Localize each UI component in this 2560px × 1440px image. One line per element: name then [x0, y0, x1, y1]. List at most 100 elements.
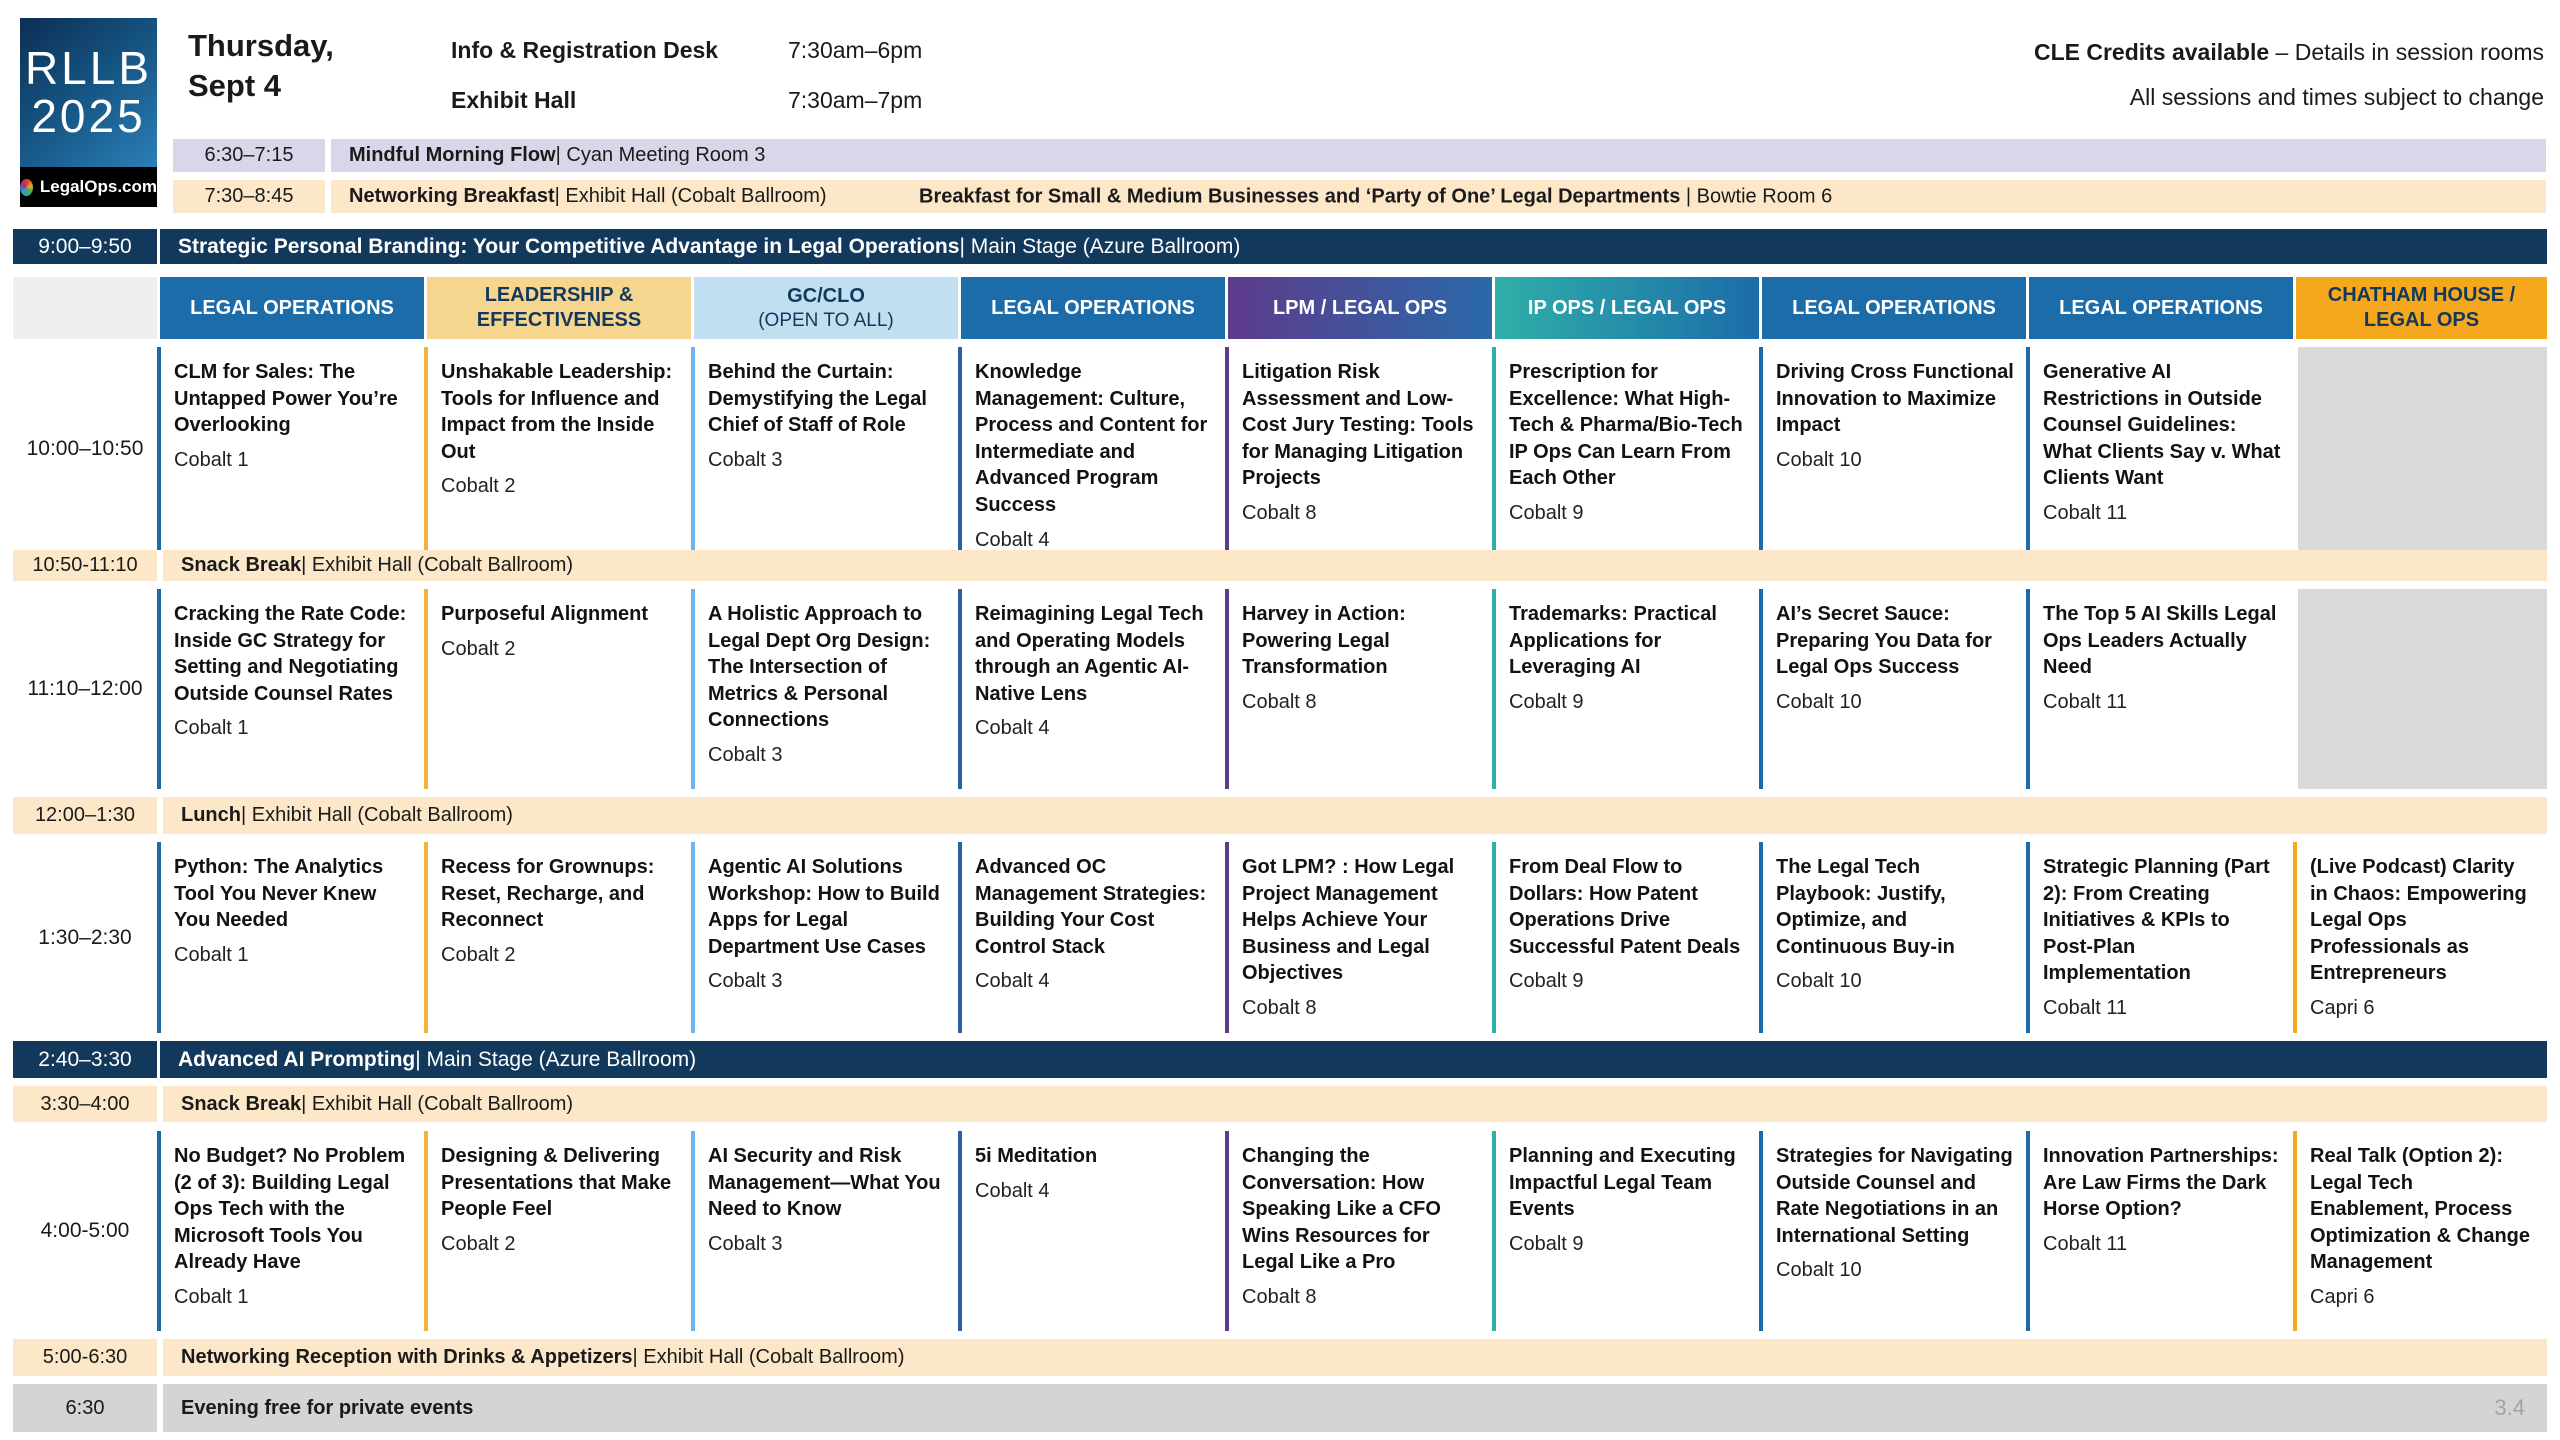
time-label: 3:30–4:00 [40, 1092, 130, 1115]
session-room: Cobalt 10 [1776, 970, 1862, 993]
track-label: LEGAL OPERATIONS [190, 296, 394, 319]
session-cell: Real Talk (Option 2): Legal Tech Enablem… [2293, 1131, 2547, 1331]
snack-break-am-row: 10:50-11:10 Snack Break | Exhibit Hall (… [13, 550, 2547, 581]
session-title: AI’s Secret Sauce: Preparing You Data fo… [1776, 603, 1992, 679]
session-room: Cobalt 9 [1509, 690, 1584, 713]
exhibit-hall-label: Exhibit Hall [451, 87, 577, 113]
session-cell: Purposeful Alignment Cobalt 2 [424, 589, 691, 789]
session-title: Advanced OC Management Strategies: Build… [975, 856, 1207, 958]
morning-flow-row: 6:30–7:15 Mindful Morning Flow | Cyan Me… [173, 139, 2546, 172]
keynote-am-label: Strategic Personal Branding: Your Compet… [157, 229, 2547, 264]
break-detail: | Exhibit Hall (Cobalt Ballroom) [301, 554, 574, 576]
session-cell: AI Security and Risk Management—What You… [691, 1131, 958, 1331]
reception-row: 5:00-6:30 Networking Reception with Drin… [13, 1339, 2547, 1376]
session-room: Cobalt 8 [1242, 501, 1317, 524]
time-label: 11:10–12:00 [13, 589, 157, 789]
track-header-gc-clo: GC/CLO (OPEN TO ALL) [691, 277, 958, 339]
session-room: Cobalt 3 [708, 1232, 783, 1255]
evening-label: Evening free for private events 3.4 [157, 1384, 2547, 1432]
snack-break-label: Snack Break | Exhibit Hall (Cobalt Ballr… [157, 550, 2547, 581]
conference-logo: RLLB 2025 LegalOps.com [20, 18, 157, 207]
track-header-lpm-legal-ops: LPM / LEGAL OPS [1225, 277, 1492, 339]
session-cell: Got LPM? : How Legal Project Management … [1225, 842, 1492, 1033]
break-title: Snack Break [181, 1092, 302, 1115]
session-row-0400: 4:00-5:00 No Budget? No Problem (2 of 3)… [13, 1131, 2547, 1331]
session-room: Cobalt 8 [1242, 690, 1317, 713]
session-title: The Top 5 AI Skills Legal Ops Leaders Ac… [2043, 603, 2277, 679]
lunch-label: Lunch | Exhibit Hall (Cobalt Ballroom) [157, 797, 2547, 834]
track-header-leadership-effectiveness: LEADERSHIP & EFFECTIVENESS [424, 277, 691, 339]
session-room: Cobalt 1 [174, 448, 249, 471]
session-title: The Legal Tech Playbook: Justify, Optimi… [1776, 856, 1955, 958]
session-room: Cobalt 9 [1509, 970, 1584, 993]
break-title: Snack Break [181, 554, 302, 576]
track-label: IP OPS / LEGAL OPS [1527, 296, 1727, 319]
logo-brand-bar: LegalOps.com [20, 167, 157, 207]
session-room: Cobalt 2 [441, 943, 516, 966]
break-detail: | Exhibit Hall (Cobalt Ballroom) [301, 1092, 574, 1115]
session-room: Cobalt 1 [174, 1285, 249, 1308]
session-cell: Cracking the Rate Code: Inside GC Strate… [157, 589, 424, 789]
time-label: 10:00–10:50 [13, 347, 157, 552]
keynote-detail: | Main Stage (Azure Ballroom) [415, 1047, 697, 1071]
logo-title-line1: RLLB [24, 41, 153, 94]
breakfast-label: Networking Breakfast | Exhibit Hall (Cob… [325, 180, 2546, 213]
session-title: Python: The Analytics Tool You Never Kne… [174, 856, 384, 932]
session-title: (Live Podcast) Clarity in Chaos: Empower… [2310, 856, 2527, 985]
session-cell: No Budget? No Problem (2 of 3): Building… [157, 1131, 424, 1331]
session-title: Planning and Executing Impactful Legal T… [1509, 1145, 1736, 1221]
session-title: Innovation Partnerships: Are Law Firms t… [2043, 1145, 2279, 1221]
day-name: Thursday, [188, 28, 334, 63]
session-title: No Budget? No Problem (2 of 3): Building… [174, 1145, 406, 1274]
track-header-legal-operations-3: LEGAL OPERATIONS [1759, 277, 2026, 339]
track-header-chatham-house: CHATHAM HOUSE / LEGAL OPS [2293, 277, 2547, 339]
session-room: Cobalt 4 [975, 970, 1050, 993]
track-header-legal-operations-2: LEGAL OPERATIONS [958, 277, 1225, 339]
event-title: Mindful Morning Flow [349, 144, 556, 166]
evening-title: Evening free for private events [181, 1396, 474, 1419]
session-cell: Reimagining Legal Tech and Operating Mod… [958, 589, 1225, 789]
break-title: Lunch [181, 804, 241, 826]
session-title: Harvey in Action: Powering Legal Transfo… [1242, 603, 1406, 679]
session-room: Cobalt 9 [1509, 501, 1584, 524]
legalops-icon [20, 178, 33, 196]
session-title: Trademarks: Practical Applications for L… [1509, 603, 1717, 679]
reception-label: Networking Reception with Drinks & Appet… [157, 1339, 2547, 1376]
session-title: Unshakable Leadership: Tools for Influen… [441, 361, 673, 463]
session-title: 5i Meditation [975, 1145, 1098, 1167]
session-row-1110: 11:10–12:00 Cracking the Rate Code: Insi… [13, 589, 2547, 789]
session-cell: Advanced OC Management Strategies: Build… [958, 842, 1225, 1033]
session-cell: Knowledge Management: Culture, Process a… [958, 347, 1225, 552]
track-label: LEGAL OPERATIONS [991, 296, 1195, 319]
empty-cell [2298, 589, 2547, 789]
session-title: Got LPM? : How Legal Project Management … [1242, 856, 1455, 985]
track-label: LEADERSHIP & EFFECTIVENESS [476, 284, 642, 331]
keynote-title: Strategic Personal Branding: Your Compet… [178, 234, 960, 258]
day-date: Sept 4 [188, 68, 282, 104]
session-title: Prescription for Excellence: What High-T… [1509, 361, 1743, 490]
session-room: Cobalt 4 [975, 717, 1050, 740]
session-room: Cobalt 1 [174, 943, 249, 966]
track-header-legal-operations-4: LEGAL OPERATIONS [2026, 277, 2293, 339]
logo-badge: RLLB 2025 [20, 18, 157, 167]
keynote-am-row: 9:00–9:50 Strategic Personal Branding: Y… [13, 229, 2547, 264]
keynote-title: Advanced AI Prompting [178, 1047, 416, 1071]
track-label: LPM / LEGAL OPS [1272, 296, 1448, 319]
session-title: Knowledge Management: Culture, Process a… [975, 361, 1208, 516]
header-notices: CLE Credits available – Details in sessi… [2034, 30, 2544, 120]
session-row-1000: 10:00–10:50 CLM for Sales: The Untapped … [13, 347, 2547, 552]
session-title: Changing the Conversation: How Speaking … [1242, 1145, 1441, 1274]
session-cell: A Holistic Approach to Legal Dept Org De… [691, 589, 958, 789]
session-cell: Litigation Risk Assessment and Low-Cost … [1225, 347, 1492, 552]
special-detail: | Bowtie Room 6 [1680, 185, 1833, 207]
session-room: Cobalt 10 [1776, 1259, 1862, 1282]
session-cell: Strategies for Navigating Outside Counse… [1759, 1131, 2026, 1331]
session-room: Cobalt 3 [708, 743, 783, 766]
breakfast-special-label: Breakfast for Small & Medium Businesses … [919, 185, 1832, 208]
session-cell: Innovation Partnerships: Are Law Firms t… [2026, 1131, 2293, 1331]
time-label: 10:50-11:10 [32, 554, 138, 576]
session-title: Strategies for Navigating Outside Counse… [1776, 1145, 2013, 1247]
session-cell: The Legal Tech Playbook: Justify, Optimi… [1759, 842, 2026, 1033]
session-cell: Recess for Grownups: Reset, Recharge, an… [424, 842, 691, 1033]
session-cell: Designing & Delivering Presentations tha… [424, 1131, 691, 1331]
